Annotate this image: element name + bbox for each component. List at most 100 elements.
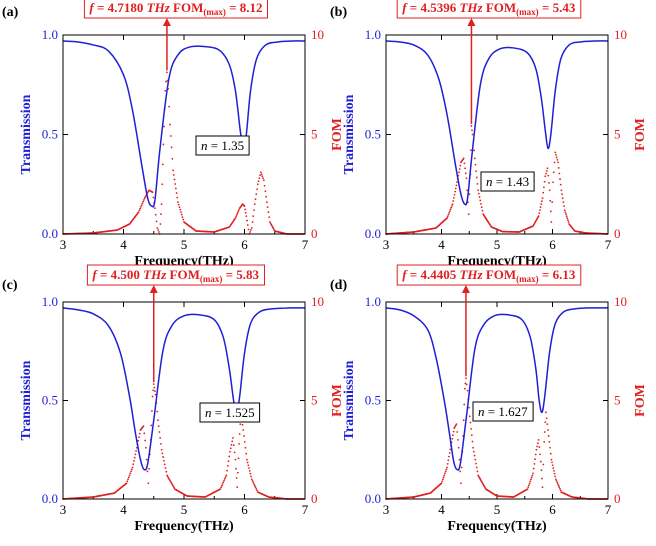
y-right-tick-label: 10: [311, 27, 324, 42]
fom-point: [448, 210, 451, 213]
fom-point: [169, 123, 171, 126]
fom-point: [137, 211, 140, 214]
fom-point: [237, 457, 240, 460]
x-tick-label: 5: [494, 502, 501, 517]
fom-point: [256, 489, 258, 492]
fom-point: [257, 180, 260, 183]
fom-point: [565, 215, 568, 217]
fom-point: [445, 468, 448, 471]
y-left-tick-label: 0.5: [365, 393, 381, 408]
fom-point: [132, 463, 135, 466]
fom-point: [178, 206, 181, 209]
fom-point: [471, 440, 474, 443]
fom-point: [470, 427, 473, 430]
fom-point: [543, 440, 546, 443]
fom-point: [158, 431, 161, 433]
fom-point: [442, 476, 445, 479]
fom-point: [452, 200, 455, 202]
fom-point: [468, 406, 470, 409]
fom-point: [237, 210, 240, 213]
fom-point: [555, 480, 558, 482]
fom-point: [151, 395, 154, 398]
fom-point: [441, 480, 444, 483]
fom-point: [139, 205, 142, 208]
fom-point: [262, 177, 264, 180]
fom-point: [223, 479, 225, 482]
f-value: = 4.7180: [94, 0, 147, 15]
fom-point: [170, 146, 173, 149]
fom-point: [454, 424, 457, 427]
fom-point: [163, 459, 165, 462]
fom-point: [446, 217, 448, 219]
fom-point: [542, 463, 545, 466]
n-value: = 1.627: [485, 404, 529, 419]
fom-point: [466, 389, 469, 392]
fom-point: [537, 215, 540, 217]
fom-point: [154, 207, 156, 210]
fom-point: [441, 478, 444, 481]
fom-point: [472, 446, 475, 449]
fom-point: [162, 456, 165, 458]
fom-point: [147, 482, 150, 485]
fom-point: [246, 219, 248, 222]
fom-point: [473, 157, 476, 160]
fom-point: [265, 195, 268, 198]
fom-point: [249, 472, 252, 475]
refractive-index-label: n = 1.35: [195, 135, 250, 156]
fom-point: [554, 151, 557, 154]
fom-point: [157, 419, 159, 422]
peak-annotation-box: [86, 264, 266, 286]
fom-point: [480, 202, 482, 205]
fom-point: [151, 191, 154, 194]
fom-point: [236, 486, 239, 489]
fom-point: [543, 186, 545, 189]
fom-point: [471, 129, 473, 132]
y-left-tick-label: 0.0: [365, 226, 381, 241]
panel-label: (c): [2, 278, 18, 293]
fom-point: [452, 430, 455, 433]
fom-point: [140, 204, 143, 207]
fom-value: = 8.12: [226, 0, 263, 15]
fom-point: [459, 164, 462, 167]
fom-point: [543, 431, 546, 433]
transmission-series: [62, 40, 306, 208]
fom-point: [227, 460, 230, 463]
fom-point: [534, 453, 537, 456]
x-tick-label: 3: [383, 237, 390, 252]
fom-point: [232, 437, 234, 439]
fom-value: = 6.13: [539, 267, 576, 282]
fom-point: [251, 480, 254, 482]
fom-point: [530, 476, 533, 479]
fom-point: [253, 483, 255, 485]
n-label-text: n = 1.43: [486, 174, 529, 189]
fom-point: [449, 448, 452, 451]
fom-point: [142, 425, 145, 428]
n-value: = 1.43: [493, 174, 530, 189]
fom-point: [559, 178, 561, 180]
y-left-tick-label: 0.5: [42, 393, 58, 408]
fom-point: [221, 483, 224, 485]
fom-point: [464, 382, 467, 385]
fom-point: [475, 466, 478, 469]
fom-point: [235, 213, 238, 216]
fom-point: [133, 460, 135, 462]
fom-point: [166, 71, 168, 74]
y-right-tick-label: 5: [614, 393, 621, 408]
fom-point: [262, 179, 265, 182]
fom-point: [246, 461, 249, 464]
fom-point: [253, 484, 256, 487]
fom-point: [553, 472, 556, 475]
fom-point: [180, 211, 182, 214]
n-value: = 1.525: [212, 405, 255, 420]
fom-point: [127, 476, 130, 479]
fom-point: [248, 467, 250, 469]
fom-point: [239, 423, 242, 426]
fom-point: [147, 190, 150, 193]
fom-point: [177, 201, 179, 204]
fom-point: [480, 206, 483, 209]
fom-subscript: (max): [203, 7, 226, 17]
fom-point: [549, 446, 551, 449]
y-right-tick-label: 5: [311, 393, 318, 408]
fom-point: [245, 215, 248, 217]
